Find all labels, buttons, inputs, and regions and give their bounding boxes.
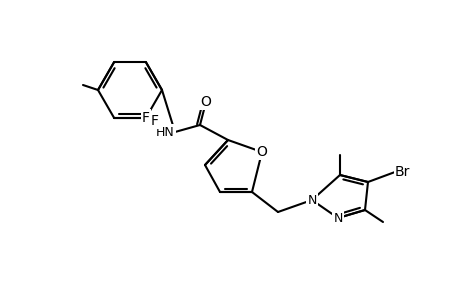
Text: HN: HN [156, 125, 174, 139]
Text: O: O [256, 145, 267, 159]
Text: F: F [151, 114, 159, 128]
Text: N: N [307, 194, 316, 206]
Text: N: N [333, 212, 342, 224]
Text: Br: Br [394, 165, 409, 179]
Text: F: F [142, 111, 150, 125]
Text: O: O [200, 95, 211, 109]
